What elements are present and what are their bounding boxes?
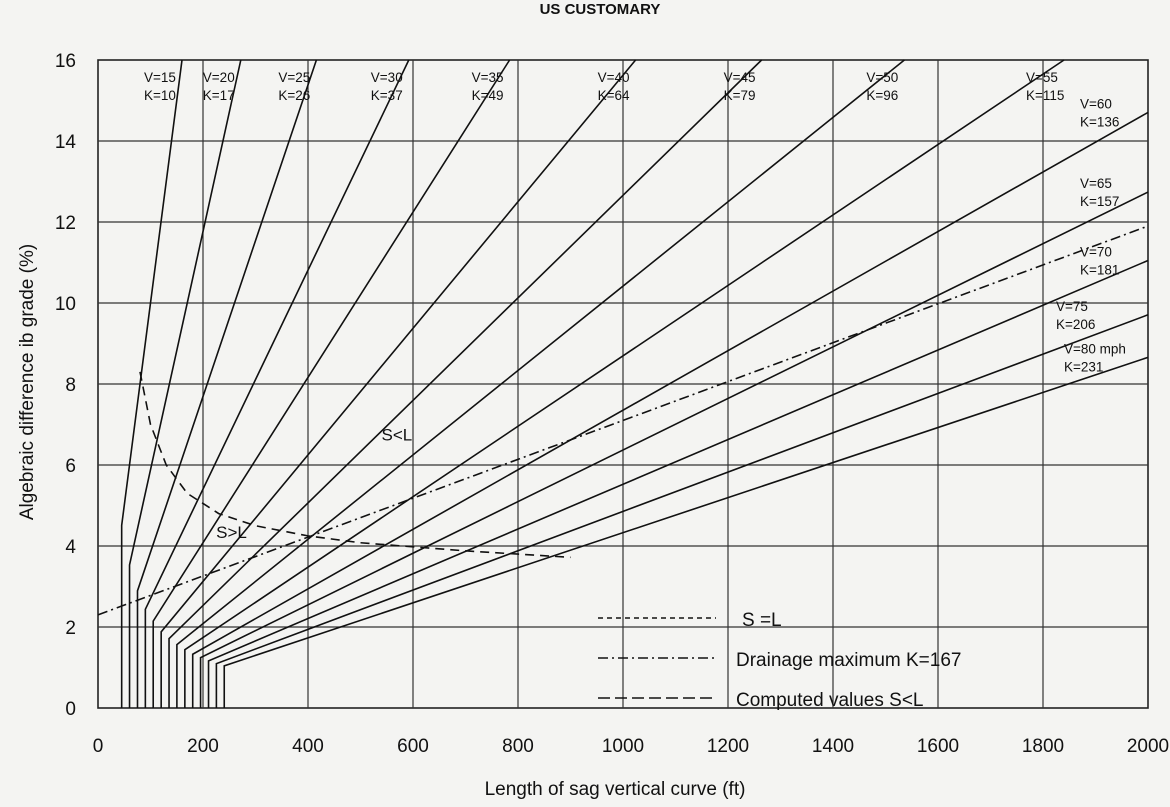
- curve-k-label: K=231: [1064, 359, 1103, 374]
- legend-label: Computed values S<L: [736, 690, 923, 711]
- curve-speed-label: V=80 mph: [1064, 341, 1126, 356]
- region-label: S>L: [216, 523, 247, 542]
- curve-label: V=35 K=49: [472, 70, 504, 103]
- curve-speed-label: V=65: [1080, 176, 1112, 191]
- curve-k-label: K=206: [1056, 317, 1095, 332]
- curve-line: [176, 59, 905, 708]
- legend: S =L Drainage maximum K=167 Computed value…: [598, 610, 961, 711]
- curve-speed-label: V=45: [724, 70, 756, 85]
- y-axis-ticks: 0 2 4 6 8 10 12 14 16: [55, 51, 77, 720]
- curve-k-label: K=136: [1080, 114, 1119, 129]
- legend-item: Drainage maximum K=167: [598, 650, 961, 671]
- curve-line: [168, 59, 763, 708]
- curve-line: [120, 59, 183, 708]
- curve-line: [128, 59, 242, 708]
- legend-label: Drainage maximum K=167: [736, 650, 961, 671]
- curve-line: [184, 59, 1065, 708]
- curve-label: V=80 mph K=231: [1064, 341, 1126, 374]
- curve-label: V=65 K=157: [1080, 176, 1119, 209]
- curve-k-label: K=37: [371, 88, 403, 103]
- curve-line: [223, 356, 1149, 708]
- y-tick-label: 6: [65, 456, 76, 477]
- curve-line: [144, 59, 410, 708]
- curve-label: V=15 K=10: [144, 70, 176, 103]
- overlay-curves: [97, 225, 1149, 616]
- curve-k-label: K=157: [1080, 194, 1119, 209]
- x-tick-label: 1800: [1022, 736, 1064, 757]
- legend-item: S =L: [598, 610, 782, 631]
- chart-title: US CUSTOMARY: [540, 1, 661, 18]
- x-tick-label: 1400: [812, 736, 854, 757]
- x-tick-label: 600: [397, 736, 429, 757]
- design-curves: [120, 59, 1149, 708]
- curve-speed-label: V=50: [866, 70, 898, 85]
- x-axis-ticks: 0 200 400 600 800 1000 1200 1400 1600 1800 2000: [93, 736, 1169, 757]
- y-tick-label: 10: [55, 294, 76, 315]
- curve-label: V=60 K=136: [1080, 96, 1119, 129]
- curve-speed-label: V=25: [278, 70, 310, 85]
- curve-line: [199, 191, 1149, 708]
- curve-k-label: K=64: [598, 88, 630, 103]
- curve-label: V=70 K=181: [1080, 244, 1119, 277]
- curve-speed-label: V=55: [1026, 70, 1058, 85]
- x-tick-label: 1200: [707, 736, 749, 757]
- drainage-maximum-line: [97, 225, 1149, 616]
- curve-k-label: K=17: [203, 88, 235, 103]
- legend-label: S =L: [742, 610, 782, 631]
- curve-k-label: K=96: [866, 88, 898, 103]
- curve-k-label: K=26: [278, 88, 310, 103]
- curve-label: V=45 K=79: [724, 70, 756, 103]
- grid-lines: [98, 60, 1148, 708]
- x-tick-label: 400: [292, 736, 324, 757]
- curve-speed-label: V=20: [203, 70, 235, 85]
- curve-speed-label: V=40: [598, 70, 630, 85]
- curve-speed-label: V=35: [472, 70, 504, 85]
- curve-k-label: K=49: [472, 88, 504, 103]
- x-tick-label: 200: [187, 736, 219, 757]
- curve-line: [191, 111, 1149, 708]
- y-tick-label: 0: [65, 699, 76, 720]
- curve-speed-label: V=60: [1080, 96, 1112, 111]
- y-tick-label: 14: [55, 132, 77, 153]
- curve-line: [160, 59, 637, 708]
- curve-k-label: K=10: [144, 88, 176, 103]
- curve-line: [215, 314, 1149, 708]
- x-axis-title: Length of sag vertical curve (ft): [485, 779, 746, 800]
- curve-line: [152, 59, 511, 708]
- x-tick-label: 1000: [602, 736, 644, 757]
- curve-speed-label: V=70: [1080, 244, 1112, 259]
- curve-label: V=40 K=64: [598, 70, 630, 103]
- curve-label: V=20 K=17: [203, 70, 235, 103]
- legend-item: Computed values S<L: [598, 690, 923, 711]
- y-tick-label: 4: [65, 537, 76, 558]
- curve-label: V=50 K=96: [866, 70, 898, 103]
- curve-speed-label: V=30: [371, 70, 403, 85]
- curve-labels: V=15 K=10 V=20 K=17 V=25 K=26 V=30 K=37 V=35 K=49…: [144, 70, 1126, 374]
- curve-label: V=75 K=206: [1056, 299, 1095, 332]
- y-tick-label: 2: [65, 618, 76, 639]
- curve-k-label: K=115: [1026, 88, 1064, 103]
- curve-k-label: K=181: [1080, 262, 1119, 277]
- x-tick-label: 1600: [917, 736, 959, 757]
- y-axis-title: Algebraic difference ib grade (%): [17, 244, 38, 520]
- curve-line: [136, 59, 318, 708]
- curve-speed-label: V=75: [1056, 299, 1088, 314]
- curve-label: V=55 K=115: [1026, 70, 1064, 103]
- x-tick-label: 800: [502, 736, 534, 757]
- curve-label: V=30 K=37: [371, 70, 403, 103]
- region-label: S<L: [382, 426, 413, 445]
- curve-speed-label: V=15: [144, 70, 176, 85]
- curve-line: [207, 259, 1149, 708]
- x-tick-label: 2000: [1127, 736, 1169, 757]
- y-tick-label: 12: [55, 213, 76, 234]
- region-labels: S<L S>L: [216, 426, 412, 542]
- curve-label: V=25 K=26: [278, 70, 310, 103]
- x-tick-label: 0: [93, 736, 104, 757]
- y-tick-label: 8: [65, 375, 76, 396]
- curve-k-label: K=79: [724, 88, 756, 103]
- y-tick-label: 16: [55, 51, 76, 72]
